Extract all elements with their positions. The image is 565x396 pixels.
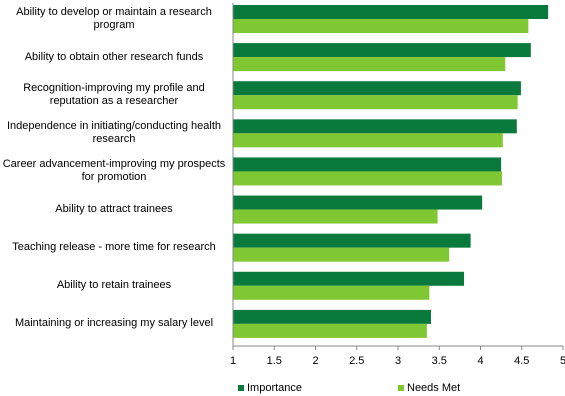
bar xyxy=(233,271,464,286)
x-tick-label: 3 xyxy=(395,355,401,367)
x-tick-label: 2 xyxy=(312,355,318,367)
category-label: Ability to retain trainees xyxy=(56,279,172,292)
bar xyxy=(233,209,438,224)
legend-label: Importance xyxy=(247,382,302,394)
bar xyxy=(233,171,502,186)
category-label: Career advancement-improving my prospect… xyxy=(2,158,226,184)
category-label: Ability to develop or maintain a researc… xyxy=(16,6,212,32)
bar xyxy=(233,43,531,58)
legend-swatch xyxy=(398,385,404,391)
bar xyxy=(233,285,430,300)
bar xyxy=(233,133,503,148)
category-label: Teaching release - more time for researc… xyxy=(12,241,216,254)
legend-label: Needs Met xyxy=(407,382,460,394)
bar xyxy=(233,309,431,324)
legend-swatch xyxy=(238,385,244,391)
bar xyxy=(233,233,471,248)
x-tick-label: 3.5 xyxy=(432,355,447,367)
x-tick-label: 1.5 xyxy=(267,355,282,367)
bar xyxy=(233,323,427,338)
bar xyxy=(233,247,450,262)
bar xyxy=(233,5,549,19)
bar xyxy=(233,81,521,96)
category-label: Ability to attract trainees xyxy=(55,203,173,216)
bar xyxy=(233,95,518,110)
x-tick-label: 5 xyxy=(560,355,565,367)
bar xyxy=(233,195,483,210)
x-tick-label: 4.5 xyxy=(514,355,529,367)
category-label: Ability to obtain other research funds xyxy=(24,50,204,63)
category-label: Recognition-improving my profile and rep… xyxy=(23,82,205,108)
category-label: Maintaining or increasing my salary leve… xyxy=(14,317,214,330)
bar xyxy=(233,57,506,72)
x-tick-label: 2.5 xyxy=(349,355,364,367)
x-tick-label: 1 xyxy=(230,355,236,367)
category-label: Independence in initiating/conducting he… xyxy=(6,120,222,146)
bar xyxy=(233,119,517,134)
bar xyxy=(233,19,529,33)
x-tick-label: 4 xyxy=(477,355,483,367)
bar xyxy=(233,157,502,172)
